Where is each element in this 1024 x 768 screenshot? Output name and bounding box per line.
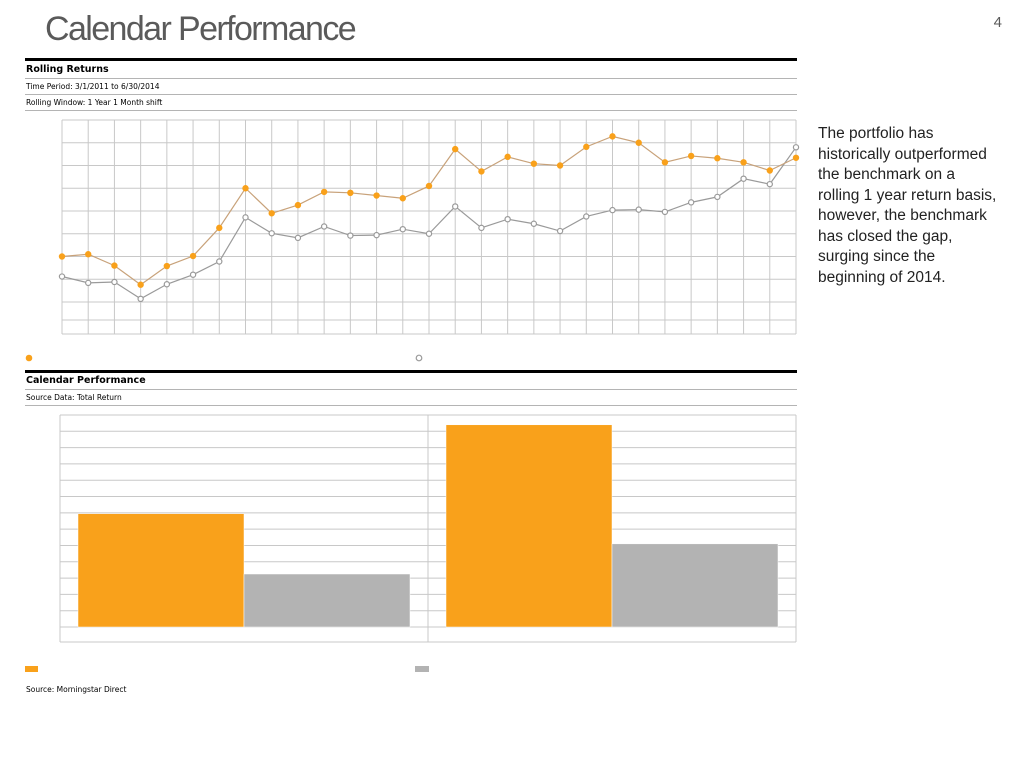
legend-swatch-benchmark <box>415 666 429 672</box>
data-point-portfolio <box>268 210 275 217</box>
rolling-returns-chart <box>25 119 800 362</box>
data-point-benchmark <box>478 224 485 232</box>
data-point-portfolio <box>347 189 354 196</box>
data-point-portfolio <box>399 195 406 202</box>
source-note: Source: Morningstar Direct <box>26 685 127 694</box>
data-point-portfolio <box>478 168 485 175</box>
data-point-benchmark <box>766 180 773 188</box>
page-number: 4 <box>993 14 1002 31</box>
data-point-portfolio <box>163 262 171 270</box>
data-point-portfolio <box>294 201 302 209</box>
commentary-text: The portfolio has historically outperfor… <box>818 125 997 286</box>
data-point-benchmark <box>189 271 197 278</box>
data-point-benchmark <box>268 230 275 237</box>
data-point-benchmark <box>609 206 616 214</box>
calendar-top-rule <box>25 370 797 373</box>
data-point-portfolio <box>452 145 459 153</box>
data-point-benchmark <box>792 144 800 151</box>
calendar-header: Calendar Performance <box>26 375 146 386</box>
legend-marker-portfolio <box>25 354 33 362</box>
data-point-portfolio <box>740 159 747 166</box>
data-point-benchmark <box>347 232 354 239</box>
bar-portfolio <box>445 424 613 628</box>
data-point-benchmark <box>216 258 223 265</box>
bar-portfolio <box>77 513 245 628</box>
data-point-portfolio <box>373 192 380 199</box>
rolling-divider-2 <box>25 94 797 95</box>
data-point-benchmark <box>111 278 118 286</box>
data-point-benchmark <box>635 206 642 213</box>
data-point-portfolio <box>425 182 433 190</box>
data-point-portfolio <box>766 167 773 174</box>
data-point-portfolio <box>189 252 197 260</box>
data-point-portfolio <box>530 160 538 167</box>
calendar-divider-1 <box>25 389 797 390</box>
data-point-benchmark <box>58 273 66 280</box>
data-point-portfolio <box>714 155 721 162</box>
data-point-benchmark <box>556 227 564 235</box>
data-point-portfolio <box>583 143 590 151</box>
data-point-portfolio <box>792 154 800 161</box>
data-point-portfolio <box>320 188 328 196</box>
data-point-benchmark <box>661 208 669 216</box>
data-point-portfolio <box>635 139 642 146</box>
rolling-divider-3 <box>25 110 797 111</box>
rolling-divider-1 <box>25 78 797 79</box>
data-point-benchmark <box>504 215 511 223</box>
data-point-portfolio <box>242 185 249 192</box>
data-point-benchmark <box>399 225 406 233</box>
data-point-benchmark <box>85 279 92 287</box>
data-point-benchmark <box>163 281 171 288</box>
data-point-portfolio <box>609 133 616 140</box>
data-point-benchmark <box>425 230 433 237</box>
calendar-source-data: Source Data: Total Return <box>26 393 122 402</box>
data-point-portfolio <box>504 153 511 161</box>
data-point-benchmark <box>137 295 144 303</box>
data-point-portfolio <box>137 281 144 288</box>
rolling-top-rule <box>25 58 797 61</box>
calendar-performance-chart <box>25 414 797 672</box>
data-point-benchmark <box>714 193 721 201</box>
data-point-portfolio <box>687 152 695 160</box>
data-point-portfolio <box>111 262 118 269</box>
data-point-benchmark <box>242 214 249 221</box>
calendar-divider-2 <box>25 405 797 406</box>
data-point-portfolio <box>85 251 92 258</box>
data-point-portfolio <box>661 159 669 166</box>
rolling-window: Rolling Window: 1 Year 1 Month shift <box>26 98 163 107</box>
bar-benchmark <box>611 543 779 628</box>
legend-marker-benchmark <box>415 354 423 362</box>
data-point-benchmark <box>583 213 590 220</box>
data-point-benchmark <box>530 220 538 227</box>
data-point-benchmark <box>687 199 695 206</box>
bar-benchmark <box>243 573 411 628</box>
data-point-portfolio <box>216 224 223 232</box>
data-point-benchmark <box>320 223 328 230</box>
rolling-header: Rolling Returns <box>26 64 109 75</box>
data-point-benchmark <box>740 175 747 182</box>
data-point-benchmark <box>294 234 302 242</box>
rolling-time-period: Time Period: 3/1/2011 to 6/30/2014 <box>26 82 160 91</box>
data-point-portfolio <box>58 253 66 260</box>
data-point-benchmark <box>373 231 380 239</box>
data-point-portfolio <box>556 162 564 169</box>
data-point-benchmark <box>452 203 459 210</box>
legend-swatch-portfolio <box>25 666 38 672</box>
slide-title: Calendar Performance <box>45 10 357 48</box>
